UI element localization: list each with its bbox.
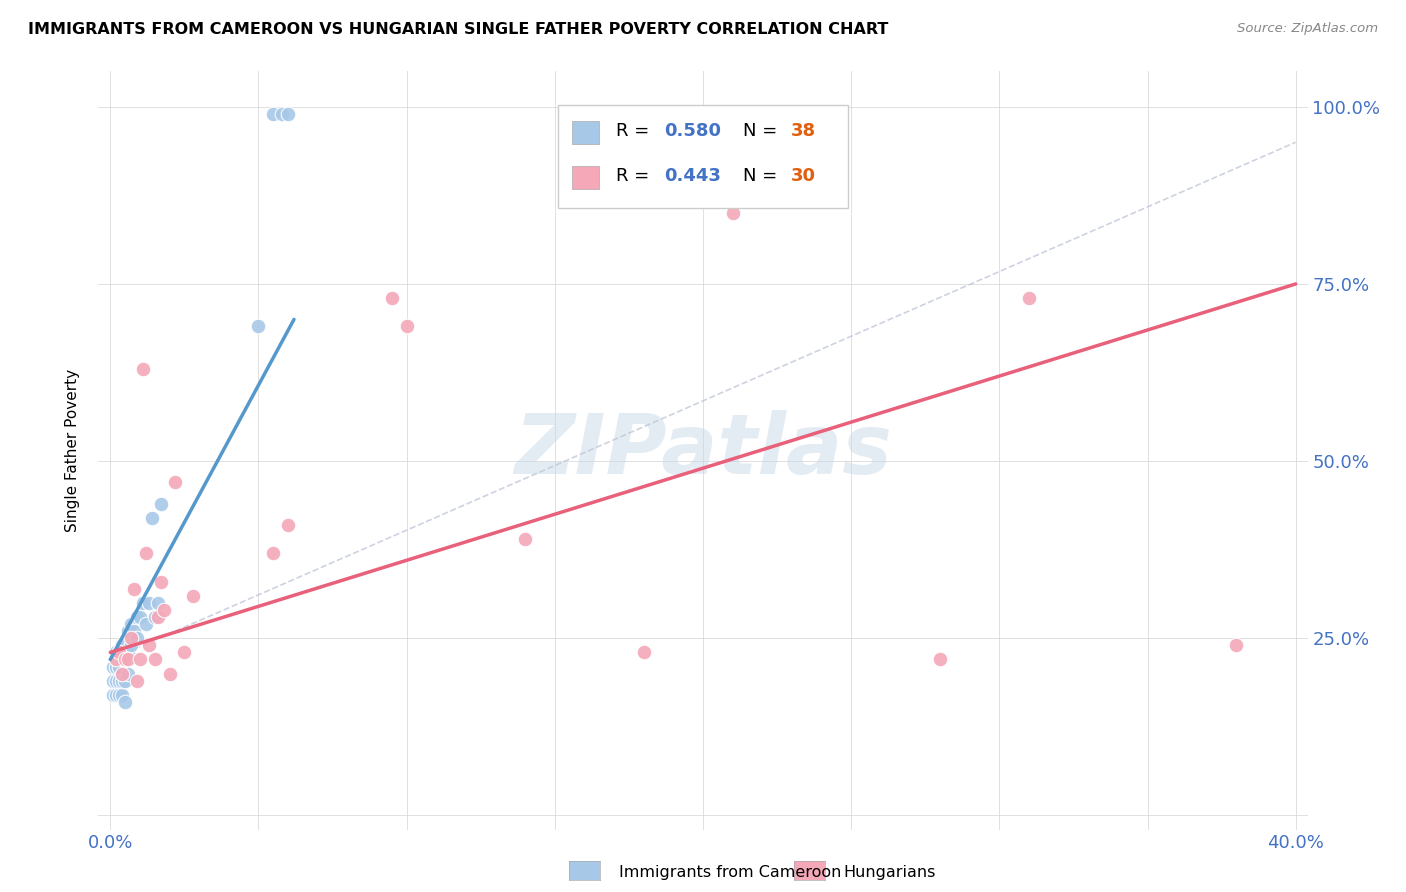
Point (277, 517, 299, 532)
Point (103, 673, 125, 688)
Point (271, 107, 294, 121)
Point (135, 617, 157, 632)
Point (114, 695, 136, 709)
Point (633, 645, 655, 659)
Point (143, 652, 166, 666)
Point (122, 624, 145, 639)
Point (120, 632, 142, 646)
Point (103, 688, 125, 702)
Y-axis label: Single Father Poverty: Single Father Poverty (65, 369, 80, 532)
Point (117, 645, 139, 659)
Point (381, 291, 404, 305)
Text: Hungarians: Hungarians (844, 865, 936, 880)
Point (149, 497, 172, 511)
Point (143, 610, 166, 624)
Point (138, 638, 160, 652)
Point (114, 652, 136, 666)
Point (515, 532, 537, 546)
FancyBboxPatch shape (572, 166, 599, 189)
Point (105, 688, 128, 702)
Text: ZIPatlas: ZIPatlas (515, 410, 891, 491)
Point (114, 652, 136, 666)
Point (1225, 638, 1247, 652)
Point (105, 673, 128, 688)
Point (262, 546, 284, 560)
Point (108, 645, 131, 659)
Text: 0.443: 0.443 (664, 167, 721, 185)
Point (165, 475, 187, 490)
Point (277, 107, 299, 121)
Point (122, 582, 145, 596)
Point (721, 206, 744, 220)
Point (141, 510, 163, 524)
Point (111, 652, 134, 666)
Point (117, 666, 139, 681)
Point (159, 666, 181, 681)
Point (146, 610, 169, 624)
Point (120, 638, 142, 652)
Point (173, 645, 195, 659)
FancyBboxPatch shape (572, 121, 599, 145)
Point (108, 645, 131, 659)
Point (132, 596, 155, 610)
Point (114, 673, 136, 688)
Point (152, 603, 174, 617)
Text: R =: R = (616, 121, 655, 140)
Point (120, 617, 142, 632)
Text: Immigrants from Cameroon: Immigrants from Cameroon (619, 865, 841, 880)
Text: N =: N = (742, 121, 783, 140)
FancyBboxPatch shape (558, 105, 848, 208)
Point (149, 574, 172, 589)
Point (395, 319, 418, 334)
Point (135, 546, 157, 560)
Point (108, 659, 131, 673)
Point (111, 688, 134, 702)
Point (111, 666, 134, 681)
Point (105, 645, 128, 659)
Point (247, 319, 270, 334)
Point (105, 652, 128, 666)
Point (125, 632, 148, 646)
Point (1018, 291, 1040, 305)
Point (262, 107, 284, 121)
Text: N =: N = (742, 167, 783, 185)
Point (125, 610, 148, 624)
Point (132, 362, 155, 376)
Point (125, 673, 148, 688)
Point (117, 624, 139, 639)
Point (111, 638, 134, 652)
Point (117, 652, 139, 666)
Point (929, 652, 952, 666)
Text: IMMIGRANTS FROM CAMEROON VS HUNGARIAN SINGLE FATHER POVERTY CORRELATION CHART: IMMIGRANTS FROM CAMEROON VS HUNGARIAN SI… (28, 22, 889, 37)
Point (129, 610, 152, 624)
Text: 0.580: 0.580 (664, 121, 721, 140)
Point (111, 673, 134, 688)
Text: 38: 38 (792, 121, 817, 140)
Point (108, 673, 131, 688)
Text: R =: R = (616, 167, 655, 185)
Point (108, 688, 131, 702)
Point (181, 589, 204, 603)
Point (129, 652, 152, 666)
Text: Source: ZipAtlas.com: Source: ZipAtlas.com (1237, 22, 1378, 36)
Point (105, 659, 128, 673)
Point (138, 596, 160, 610)
Point (146, 596, 169, 610)
Text: 30: 30 (792, 167, 817, 185)
Point (103, 659, 125, 673)
